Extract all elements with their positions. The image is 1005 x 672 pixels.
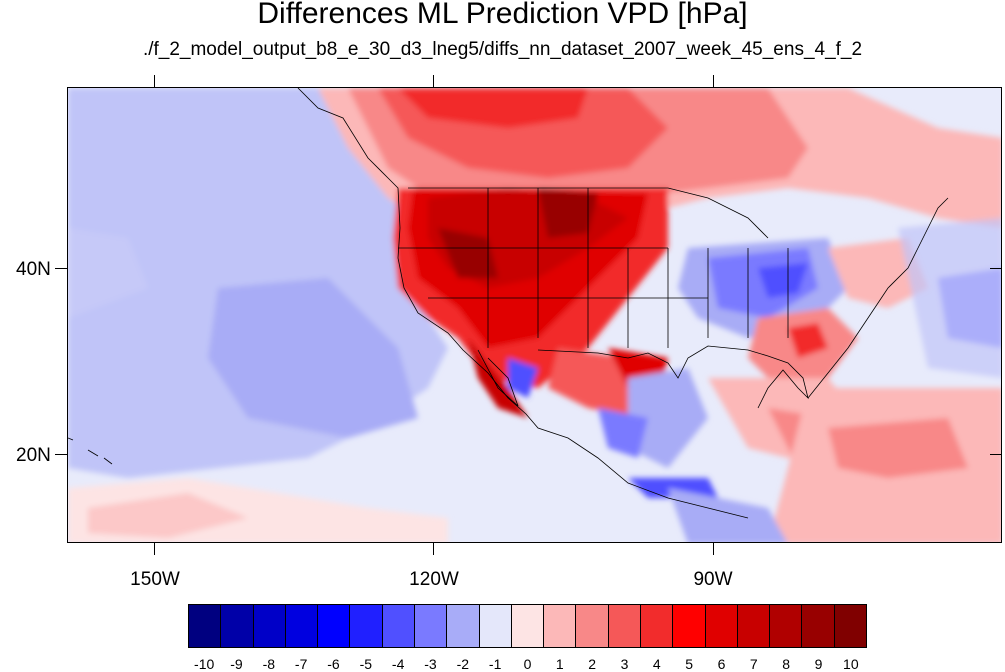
colorbar-label: -2 <box>456 656 470 672</box>
colorbar-label: -3 <box>424 656 437 672</box>
colorbar-box <box>640 605 674 647</box>
colorbar-label: 5 <box>685 656 694 672</box>
colorbar-label: -9 <box>230 656 243 672</box>
colorbar-box <box>834 605 866 647</box>
colorbar-label: -8 <box>262 656 276 672</box>
lat-tick-20n <box>55 454 67 455</box>
colorbar-label: -1 <box>488 656 502 672</box>
colorbar-box <box>576 605 609 647</box>
colorbar-box <box>544 605 577 647</box>
colorbar-box <box>802 605 835 647</box>
colorbar-label: 9 <box>814 656 823 672</box>
colorbar-box <box>350 605 383 647</box>
lat-label-40n: 40N <box>16 259 51 280</box>
lat-tick-40n <box>55 268 67 269</box>
colorbar-box <box>737 605 771 647</box>
colorbar-label: -10 <box>194 656 215 672</box>
colorbar-box <box>285 605 319 647</box>
lon-tick-120w-top <box>433 75 434 87</box>
colorbar-box <box>608 605 641 647</box>
lon-label-120w: 120W <box>409 569 459 590</box>
lon-tick-90w-top <box>713 75 714 87</box>
colorbar-label: 10 <box>843 656 859 672</box>
colorbar-label: 4 <box>652 656 661 672</box>
colorbar-box <box>447 605 480 647</box>
colorbar-label: -5 <box>359 656 373 672</box>
colorbar-label: -7 <box>294 656 308 672</box>
figure-title: Differences ML Prediction VPD [hPa] <box>257 0 748 30</box>
colorbar-label: 6 <box>717 656 726 672</box>
lon-tick-150w <box>154 543 155 555</box>
colorbar-label: -6 <box>327 656 340 672</box>
map-canvas <box>68 88 1001 542</box>
lat-label-20n: 20N <box>16 445 51 466</box>
colorbar-box <box>673 605 706 647</box>
colorbar-box <box>318 605 351 647</box>
colorbar-label: 0 <box>523 656 532 672</box>
colorbar-box <box>382 605 415 647</box>
colorbar-label: 8 <box>782 656 791 672</box>
lon-tick-90w <box>713 543 714 555</box>
map-boundaries <box>68 88 949 519</box>
colorbar-box <box>253 605 286 647</box>
colorbar-box <box>479 605 512 647</box>
colorbar-label: 7 <box>749 656 758 672</box>
contour-fill <box>68 88 1001 542</box>
colorbar-label: -4 <box>391 656 405 672</box>
lat-tick-20n-right <box>990 454 1002 455</box>
colorbar-label: 2 <box>588 656 597 672</box>
colorbar-label: 3 <box>620 656 629 672</box>
lon-tick-150w-top <box>154 75 155 87</box>
colorbar-box <box>705 605 738 647</box>
colorbar <box>188 604 867 648</box>
lat-tick-40n-right <box>990 268 1002 269</box>
figure-subtitle: ./f_2_model_output_b8_e_30_d3_lneg5/diff… <box>142 39 863 60</box>
lon-label-90w: 90W <box>693 569 733 590</box>
colorbar-box <box>221 605 254 647</box>
lon-tick-120w <box>433 543 434 555</box>
colorbar-box <box>511 605 545 647</box>
colorbar-box <box>189 605 222 647</box>
vpd-difference-map <box>67 87 1002 543</box>
lon-label-150w: 150W <box>130 569 180 590</box>
colorbar-label: 1 <box>555 656 564 672</box>
colorbar-box <box>414 605 448 647</box>
colorbar-box <box>770 605 803 647</box>
